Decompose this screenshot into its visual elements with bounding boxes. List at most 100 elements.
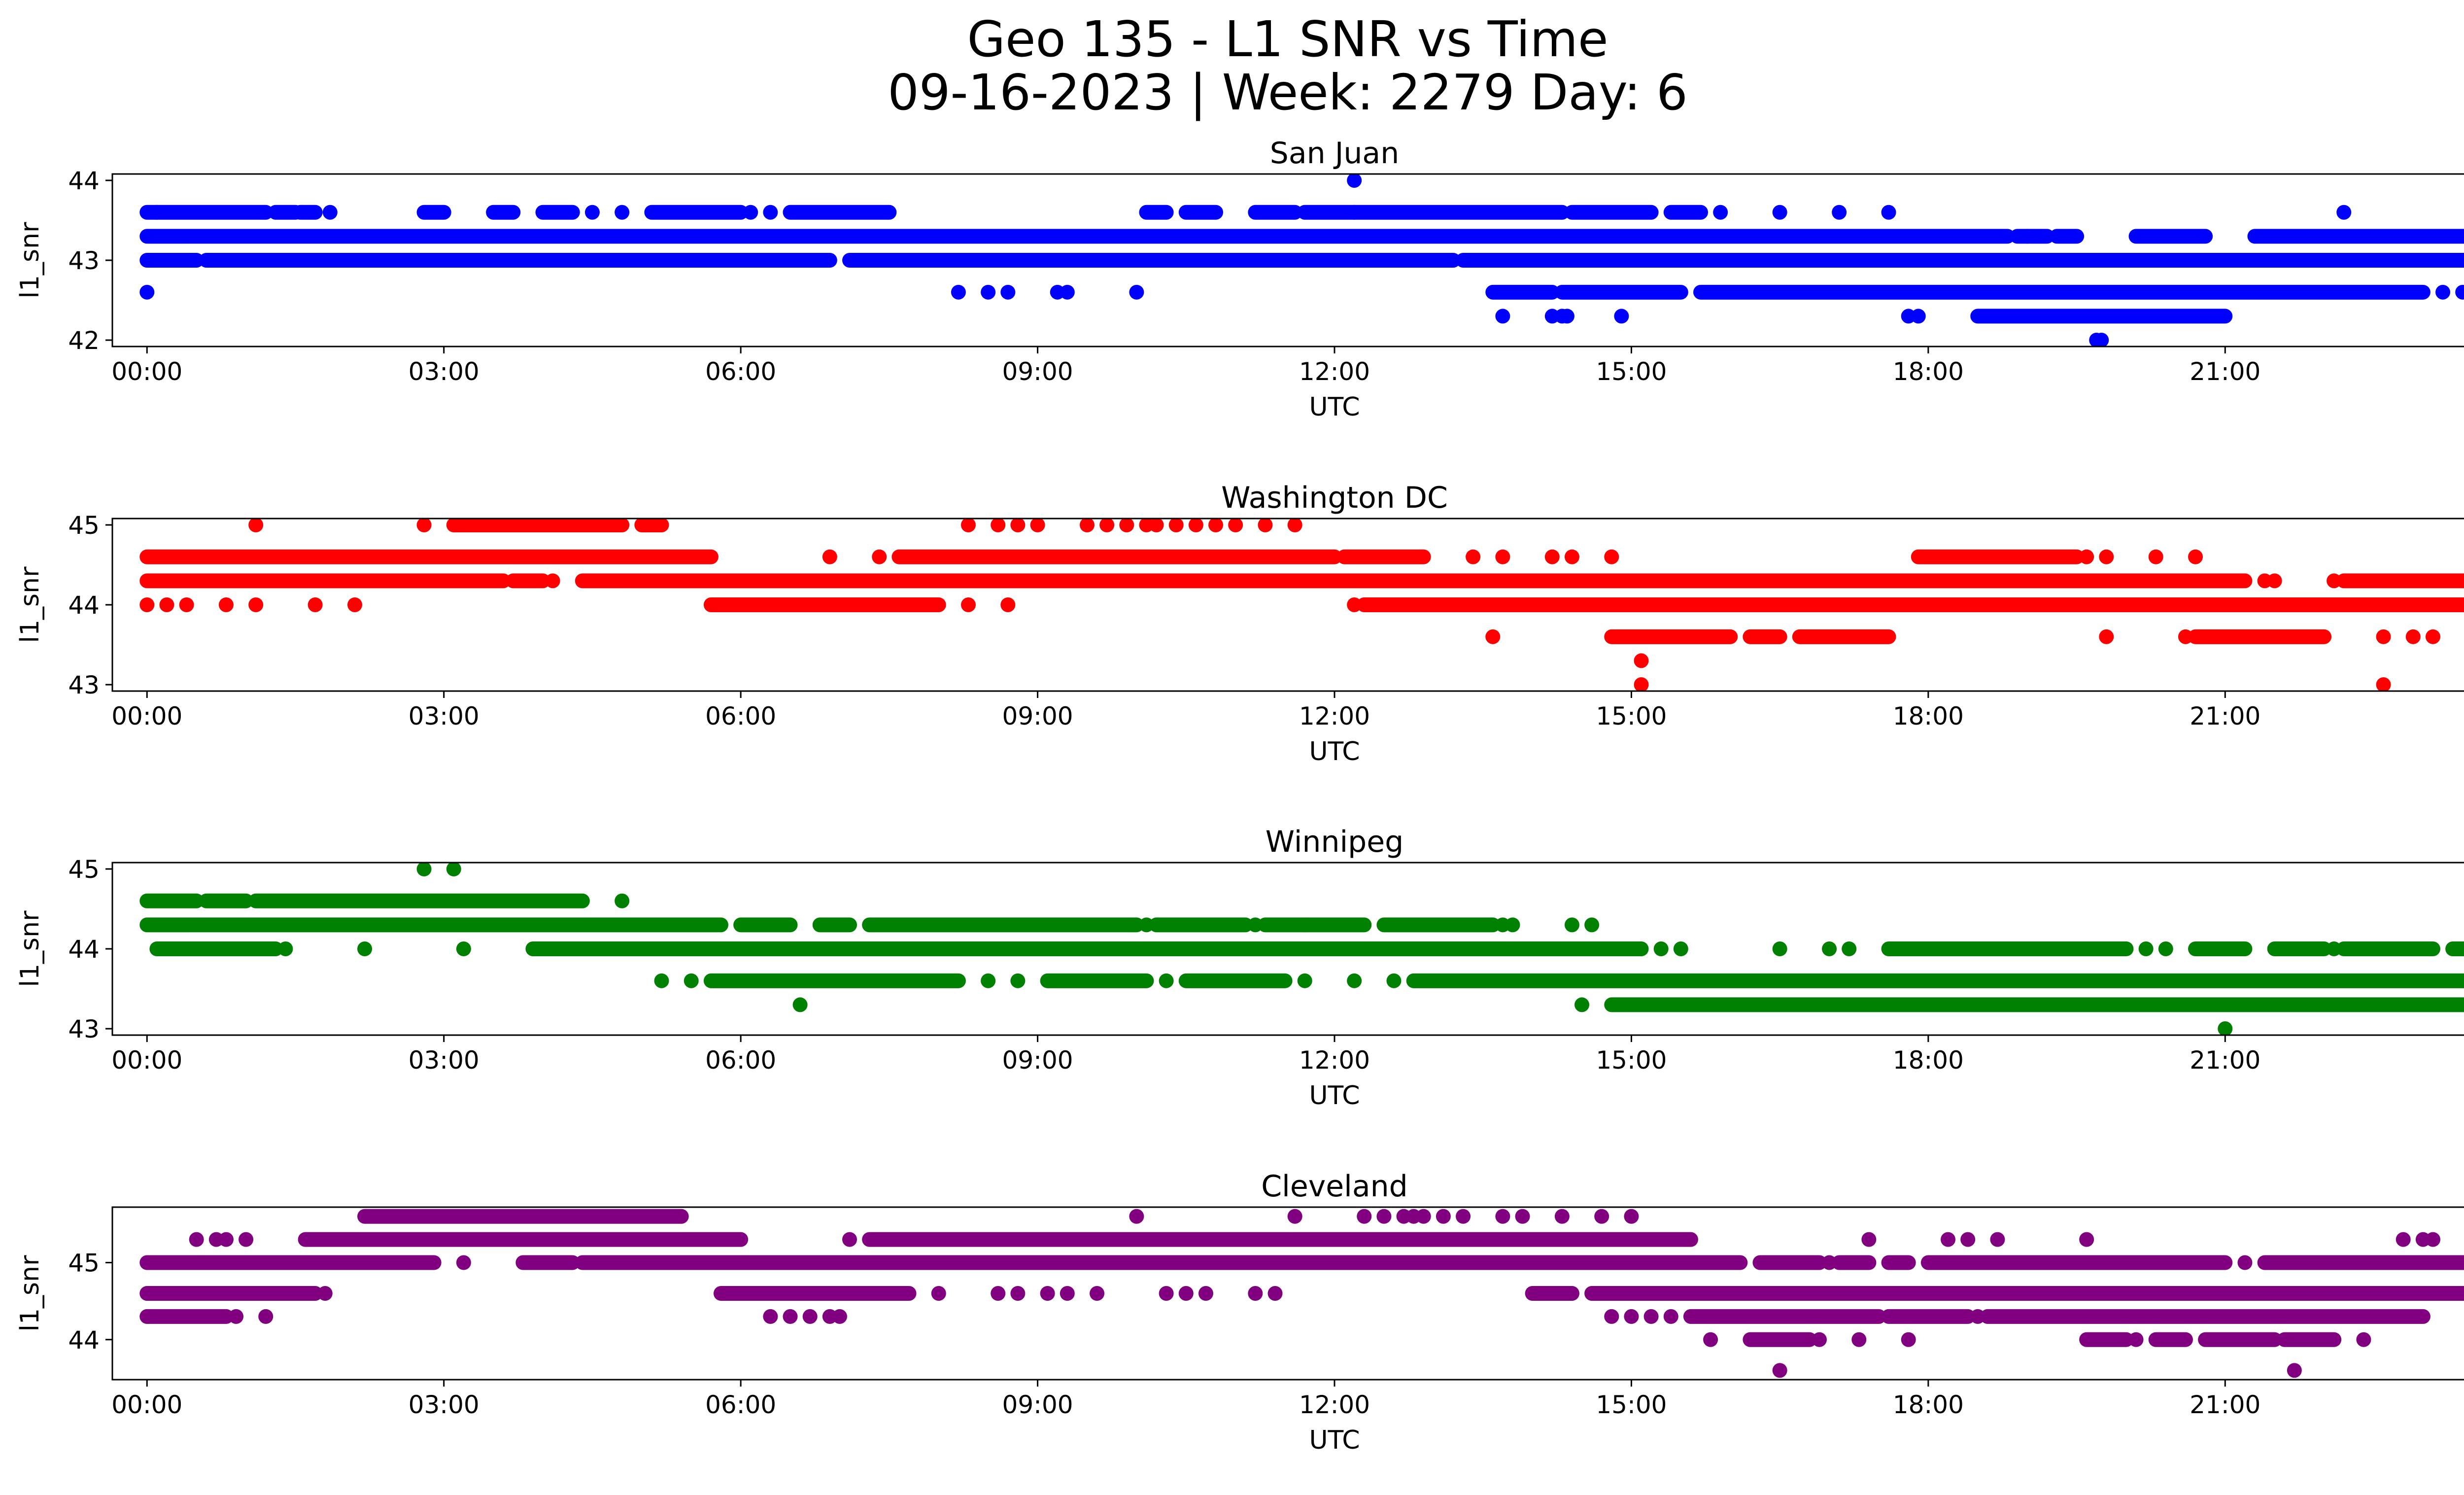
data-point — [1297, 973, 1312, 988]
x-tick-label: 12:00 — [1299, 1391, 1370, 1419]
data-point — [218, 597, 234, 612]
data-point — [1624, 1209, 1639, 1224]
data-point — [322, 205, 338, 220]
figure-title: Geo 135 - L1 SNR vs Time — [967, 10, 1608, 68]
data-point — [1604, 1309, 1619, 1324]
data-point — [2218, 1021, 2233, 1035]
data-point — [1584, 917, 1600, 933]
data-point — [1485, 629, 1501, 644]
data-point — [2405, 629, 2421, 644]
subplot-title: Washington DC — [1221, 481, 1448, 515]
figure-subtitle: 09-16-2023 | Week: 2279 Day: 6 — [888, 64, 1688, 121]
subplot-title: Winnipeg — [1266, 825, 1404, 859]
data-point — [1495, 1209, 1510, 1224]
data-point — [2287, 1363, 2302, 1378]
x-tick-label: 21:00 — [2190, 1046, 2260, 1075]
data-point — [2099, 629, 2114, 644]
data-point — [763, 205, 778, 220]
data-point — [1713, 205, 1728, 220]
data-point — [1079, 519, 1095, 532]
data-point — [654, 973, 669, 988]
data-point — [961, 597, 976, 612]
data-point — [1090, 1286, 1105, 1301]
data-point — [149, 205, 165, 220]
data-point — [2148, 549, 2163, 564]
data-point — [961, 519, 976, 532]
x-tick-label: 09:00 — [1002, 1046, 1073, 1075]
data-point — [545, 573, 560, 589]
data-series — [139, 1209, 2464, 1378]
data-point — [2178, 629, 2193, 644]
data-point — [1030, 519, 1045, 532]
data-point — [981, 284, 996, 300]
data-point — [416, 519, 432, 532]
data-point — [1159, 1286, 1174, 1301]
data-point — [1990, 1232, 2005, 1247]
y-tick-label: 44 — [68, 591, 100, 620]
data-point — [1505, 917, 1520, 933]
x-tick-label: 00:00 — [111, 357, 182, 386]
data-point — [1881, 205, 1896, 220]
data-point — [1228, 519, 1243, 532]
data-point — [1376, 1209, 1392, 1224]
data-point — [2079, 549, 2094, 564]
y-tick-label: 44 — [68, 935, 100, 964]
data-series — [139, 519, 2464, 691]
x-tick-label: 15:00 — [1596, 1046, 1667, 1075]
x-tick-label: 06:00 — [705, 1046, 776, 1075]
x-tick-label: 06:00 — [705, 357, 776, 386]
data-point — [842, 1232, 857, 1247]
data-point — [1416, 1209, 1431, 1224]
x-tick-label: 18:00 — [1893, 702, 1964, 730]
data-point — [1347, 597, 1362, 612]
y-tick-label: 43 — [68, 246, 100, 275]
data-point — [1772, 205, 1787, 220]
x-tick-label: 00:00 — [111, 702, 182, 730]
data-point — [179, 597, 194, 612]
data-point — [1099, 519, 1115, 532]
data-point — [1060, 284, 1075, 300]
x-axis-label: UTC — [1309, 1425, 1360, 1455]
data-point — [1129, 1209, 1144, 1224]
data-point — [317, 1286, 333, 1301]
data-point — [1604, 549, 1619, 564]
data-point — [1495, 309, 1510, 324]
data-point — [2079, 1232, 2094, 1247]
y-tick-label: 44 — [68, 167, 100, 195]
data-point — [2455, 284, 2464, 300]
data-point — [456, 1255, 471, 1270]
y-tick-label: 43 — [68, 671, 100, 699]
data-point — [1822, 1255, 1837, 1270]
data-point — [1643, 1309, 1659, 1324]
data-point — [1119, 519, 1134, 532]
x-axis-label: UTC — [1309, 1081, 1360, 1111]
data-point — [584, 1255, 600, 1270]
data-point — [1347, 174, 1362, 188]
data-point — [1010, 519, 1026, 532]
data-point — [1357, 1209, 1372, 1224]
data-point — [832, 1309, 847, 1324]
y-tick-label: 45 — [68, 855, 100, 884]
data-point — [783, 1309, 798, 1324]
data-point — [2376, 629, 2391, 644]
y-tick-label: 45 — [68, 1249, 100, 1278]
data-point — [2138, 941, 2154, 956]
data-point — [1544, 549, 1560, 564]
data-point — [1614, 309, 1629, 324]
data-point — [1703, 1332, 1718, 1347]
y-tick-label: 43 — [68, 1015, 100, 1043]
data-point — [1941, 1232, 1956, 1247]
data-point — [1010, 973, 1026, 988]
data-point — [139, 597, 155, 612]
data-point — [1178, 1286, 1194, 1301]
data-point — [2237, 1255, 2253, 1270]
data-point — [1456, 1209, 1471, 1224]
x-tick-label: 09:00 — [1002, 1391, 1073, 1419]
data-point — [1772, 1363, 1787, 1378]
data-point — [189, 1232, 204, 1247]
data-point — [1564, 917, 1579, 933]
data-point — [159, 597, 174, 612]
data-point — [615, 205, 630, 220]
y-axis-label: l1_snr — [15, 1255, 45, 1332]
x-tick-label: 18:00 — [1893, 1391, 1964, 1419]
